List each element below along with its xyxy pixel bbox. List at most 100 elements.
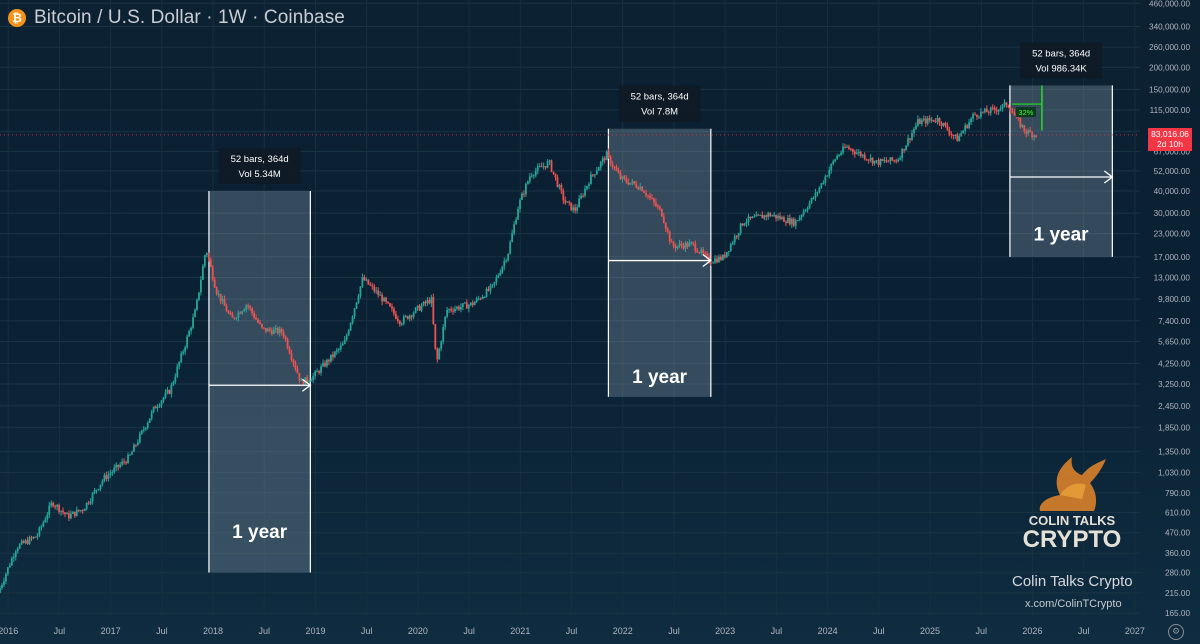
candle-body xyxy=(428,300,431,304)
candle-body xyxy=(771,215,774,217)
x-tick-label: Jul xyxy=(668,626,680,636)
candle-body xyxy=(666,228,669,232)
candle-body xyxy=(903,149,906,151)
candle-body xyxy=(834,159,837,162)
candle-body xyxy=(107,474,110,479)
candle-body xyxy=(591,174,594,176)
candle-body xyxy=(270,330,273,335)
candle-body xyxy=(410,315,413,317)
candle-body xyxy=(282,332,285,337)
candle-body xyxy=(24,540,27,543)
candle-body xyxy=(95,489,98,491)
tooltip-volume: Vol 986.34K xyxy=(1036,63,1088,74)
candle-body xyxy=(869,157,872,161)
candle-body xyxy=(50,502,53,506)
candle-body xyxy=(314,371,317,376)
candle-body xyxy=(70,513,72,519)
candle-body xyxy=(251,308,254,313)
candle-body xyxy=(568,201,571,203)
candle-body xyxy=(432,297,435,325)
candle-body xyxy=(357,296,360,303)
y-tick-label: 9,800.00 xyxy=(1158,295,1190,304)
candle-body xyxy=(385,297,387,302)
y-tick-label: 13,000.00 xyxy=(1154,273,1191,282)
watermark-link[interactable]: x.com/ColinTCrypto xyxy=(1025,598,1122,610)
candle-body xyxy=(755,214,758,217)
candle-body xyxy=(621,176,624,179)
candle-body xyxy=(489,285,492,291)
candle-body xyxy=(656,206,659,208)
candle-body xyxy=(117,464,120,467)
candle-body xyxy=(85,502,88,510)
candle-body xyxy=(418,305,421,311)
candle-body xyxy=(1033,135,1036,138)
candle-body xyxy=(777,215,779,219)
candle-body xyxy=(737,233,740,237)
settings-icon[interactable]: ⚙ xyxy=(1168,624,1184,640)
candle-body xyxy=(944,122,947,126)
candle-body xyxy=(286,339,289,349)
candle-body xyxy=(10,558,13,566)
candle-body xyxy=(237,312,240,318)
candle-body xyxy=(788,217,791,225)
duration-arrowhead xyxy=(301,378,312,392)
candle-body xyxy=(664,222,667,229)
candle-body xyxy=(265,327,267,332)
tooltip-volume: Vol 7.8M xyxy=(641,107,678,118)
candle-body xyxy=(954,135,957,137)
candle-body xyxy=(166,390,169,393)
candle-body xyxy=(125,462,127,464)
candle-body xyxy=(186,336,189,348)
candle-body xyxy=(133,444,135,452)
candle-body xyxy=(662,216,665,223)
candle-body xyxy=(741,223,744,226)
candle-body xyxy=(6,567,9,574)
candle-body xyxy=(148,418,151,423)
candle-body xyxy=(14,551,17,557)
candle-body xyxy=(353,308,356,317)
candle-body xyxy=(91,493,94,502)
candle-body xyxy=(345,335,348,340)
candle-body xyxy=(221,299,224,302)
candle-body xyxy=(225,305,228,312)
candle-body xyxy=(576,207,579,211)
candle-body xyxy=(952,134,955,137)
candle-body xyxy=(552,171,555,174)
candle-body xyxy=(389,303,391,307)
candle-body xyxy=(136,442,139,446)
candle-body xyxy=(473,302,476,306)
candle-body xyxy=(521,193,523,200)
tooltip-bars: 52 bars, 364d xyxy=(1032,48,1090,59)
y-tick-label: 2,450.00 xyxy=(1158,402,1190,411)
candle-body xyxy=(855,152,858,155)
candle-body xyxy=(395,313,397,319)
candle-body xyxy=(761,214,764,219)
candle-body xyxy=(867,159,870,161)
candle-body xyxy=(416,305,419,308)
candle-body xyxy=(99,484,102,489)
candle-body xyxy=(499,272,502,276)
candle-body xyxy=(129,454,131,456)
candle-body xyxy=(365,279,368,281)
candle-body xyxy=(276,327,279,334)
candle-body xyxy=(826,175,829,177)
candle-body xyxy=(42,522,45,527)
candle-body xyxy=(420,305,423,311)
candle-body xyxy=(146,422,149,428)
candle-body xyxy=(209,259,212,267)
candle-body xyxy=(87,502,90,504)
candle-body xyxy=(810,198,813,203)
candle-body xyxy=(162,397,165,401)
candle-body xyxy=(743,223,746,226)
candle-body xyxy=(794,220,797,226)
candle-body xyxy=(367,279,370,285)
candle-body xyxy=(408,315,411,319)
x-tick-label: Jul xyxy=(259,626,271,636)
y-tick-label: 200,000.00 xyxy=(1149,63,1190,72)
candle-body xyxy=(550,160,553,172)
candle-body xyxy=(52,502,55,507)
candle-body xyxy=(1011,111,1014,113)
candle-body xyxy=(887,161,890,163)
